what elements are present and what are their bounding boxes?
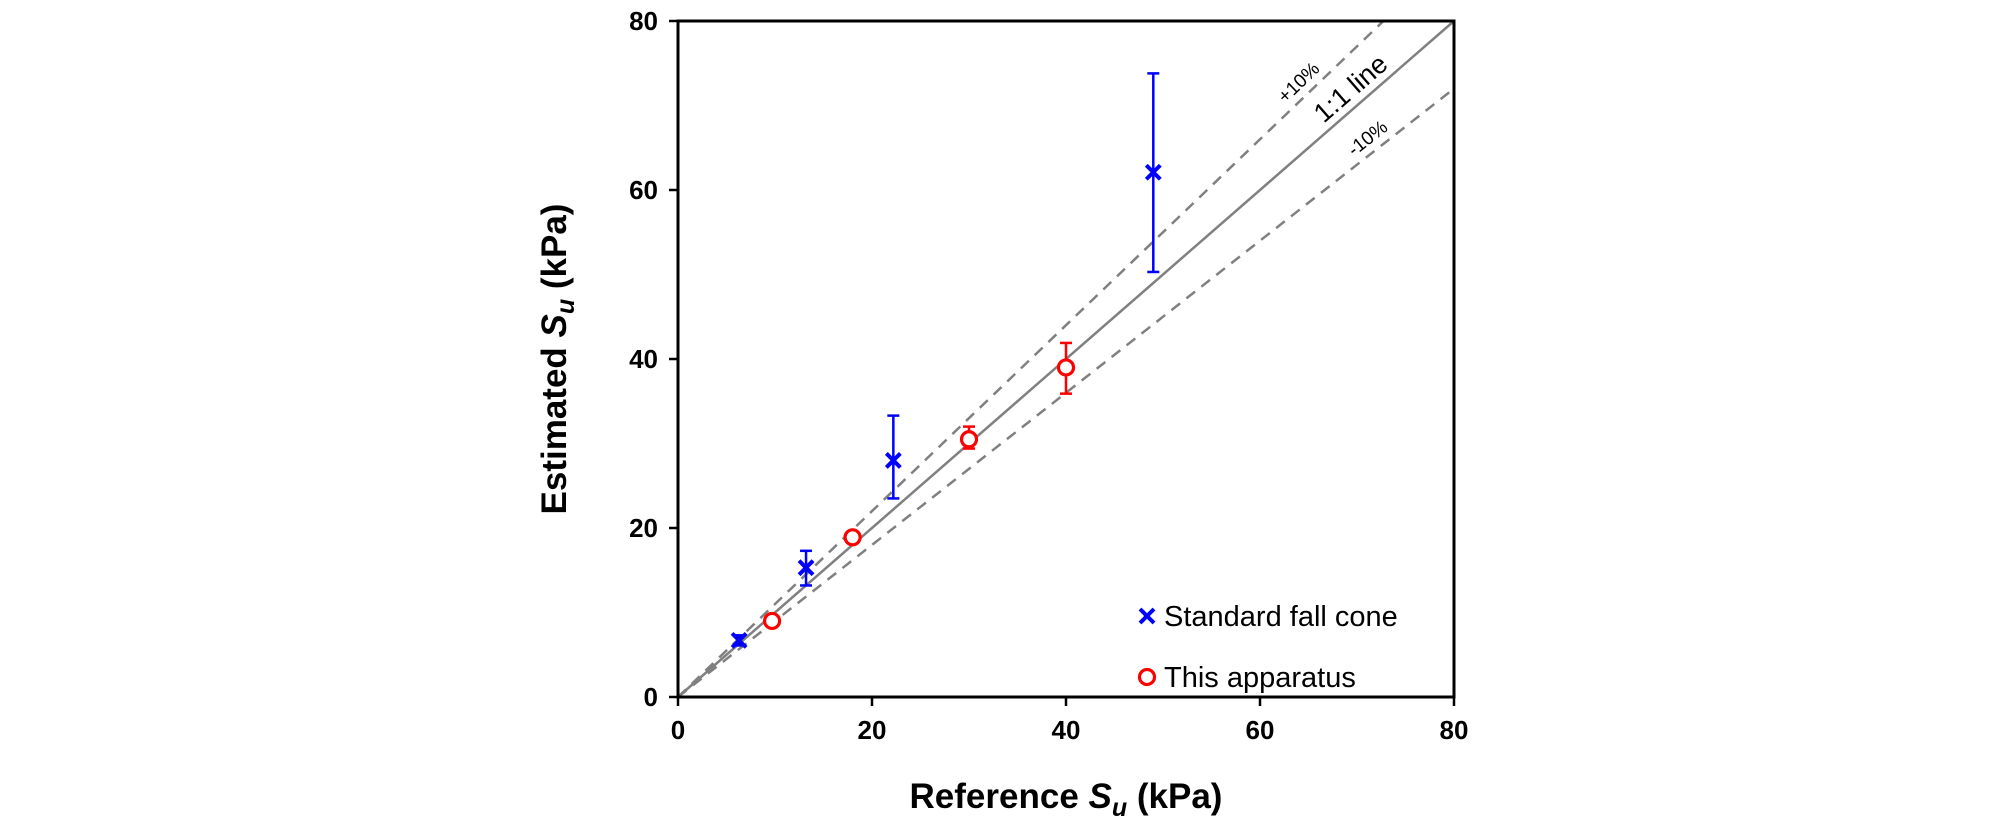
legend: Standard fall cone This apparatus: [1137, 601, 1398, 694]
x-tick-label: 0: [671, 715, 685, 745]
legend-label-standard-fall-cone: Standard fall cone: [1164, 601, 1398, 633]
x-axis-title: Reference Su (kPa): [910, 777, 1223, 822]
x-tick-label: 40: [1052, 715, 1081, 745]
data-point-0-0: [730, 631, 748, 649]
y-tick-label: 60: [629, 175, 658, 205]
x-tick-label: 20: [858, 715, 887, 745]
y-tick-label: 20: [629, 513, 658, 543]
reference-line-label: -10%: [1344, 117, 1392, 161]
legend-marker-cross: [1138, 607, 1156, 625]
marker-stroke: [884, 451, 902, 469]
data-point-1-0: [762, 611, 782, 631]
legend-label-this-apparatus: This apparatus: [1164, 662, 1356, 694]
legend-item-this-apparatus: This apparatus: [1137, 662, 1356, 694]
marker-stroke: [1138, 607, 1156, 625]
data-point-1-3: [1056, 358, 1076, 377]
data-point-0-2: [884, 451, 902, 469]
marker-stroke: [797, 559, 815, 577]
legend-marker-circle: [1137, 667, 1157, 687]
data-markers: [730, 163, 1162, 649]
reference-line-labels: +10%1:1 line-10%: [1274, 49, 1393, 161]
data-point-1-1: [843, 528, 862, 547]
error-bars: [733, 72, 1160, 647]
legend-marker-shape: [1137, 667, 1157, 687]
data-point-1-2: [959, 430, 979, 449]
x-tick-label: 80: [1440, 715, 1469, 745]
reference-line-label: 1:1 line: [1308, 49, 1393, 129]
reference-line-minus10-: [677, 87, 1455, 698]
reference-line-plus10-: [677, 20, 1385, 698]
y-tick-label: 0: [644, 682, 658, 712]
legend-item-standard-fall-cone: Standard fall cone: [1138, 601, 1398, 633]
marker-stroke: [1144, 163, 1162, 181]
marker-stroke: [730, 631, 748, 649]
x-tick-label: 60: [1246, 715, 1275, 745]
data-point-0-1: [797, 559, 815, 577]
axis-ticks: [669, 19, 1456, 706]
data-point-0-3: [1144, 163, 1162, 181]
legend-marker-shape: [1138, 607, 1156, 625]
tick-labels: 0 20 40 60 80 0 20 40 60 80: [629, 6, 1468, 745]
error-bar-0-2: [887, 414, 900, 500]
y-tick-label: 80: [629, 6, 658, 36]
y-axis-title: Estimated Su (kPa): [535, 204, 580, 515]
y-tick-label: 40: [629, 344, 658, 374]
